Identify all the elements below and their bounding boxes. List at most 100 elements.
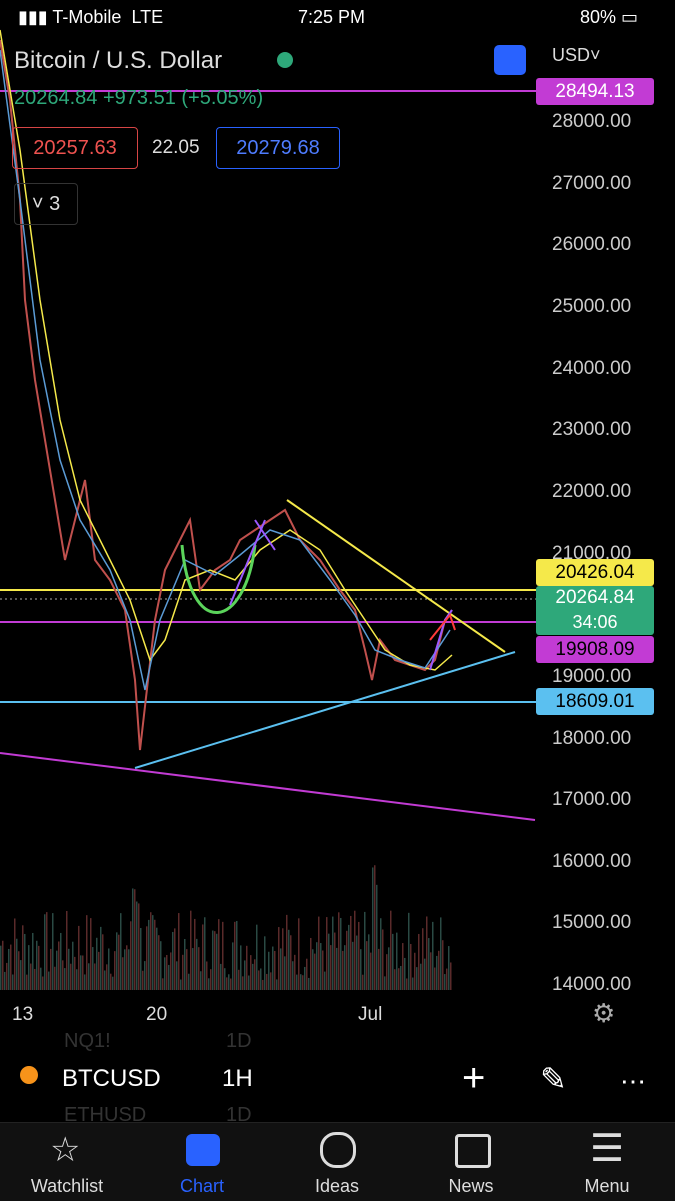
spread: 22.05 <box>152 137 200 158</box>
volume-bar <box>306 958 308 990</box>
volume-bar <box>8 948 10 990</box>
volume-bar <box>176 961 178 990</box>
volume-bar <box>32 932 34 990</box>
volume-bar <box>18 951 20 990</box>
volume-bar <box>178 913 180 990</box>
volume-bar <box>364 911 366 990</box>
nav-icon <box>186 1134 220 1166</box>
volume-bar <box>290 935 292 990</box>
volume-bar <box>106 964 108 990</box>
price-axis-label: 25000.00 <box>552 295 632 317</box>
volume-bar <box>250 955 252 990</box>
volume-bar <box>328 933 330 990</box>
volume-bar <box>376 884 378 990</box>
volume-bar <box>128 949 130 990</box>
volume <box>0 865 452 990</box>
volume-bar <box>158 935 160 990</box>
price-axis-label: 19000.00 <box>552 665 632 687</box>
volume-bar <box>418 933 420 990</box>
currency[interactable]: USD˅ <box>552 45 601 65</box>
volume-bar <box>136 901 138 990</box>
volume-bar <box>360 949 362 990</box>
time: 7:25 PM <box>298 7 366 27</box>
volume-bar <box>148 919 150 990</box>
volume-bar <box>86 915 88 990</box>
nav-tab[interactable]: Chart <box>179 1176 224 1196</box>
volume-bar <box>228 974 230 990</box>
ticker[interactable]: BTCUSD <box>62 1065 161 1092</box>
volume-bar <box>274 950 276 990</box>
volume-bar <box>320 943 322 990</box>
volume-bar <box>198 947 200 990</box>
volume-bar <box>390 910 392 990</box>
carrier: T-Mobile <box>52 7 122 27</box>
volume-bar <box>356 935 358 990</box>
list-item: ETHUSD <box>64 1104 147 1126</box>
list-item: 1D <box>226 1030 252 1052</box>
volume-bar <box>104 970 106 990</box>
volume-bar <box>324 971 326 990</box>
interval[interactable]: 1H <box>222 1065 253 1092</box>
volume-bar <box>372 867 374 990</box>
volume-bar <box>220 963 222 990</box>
volume-bar <box>124 949 126 990</box>
volume-bar <box>378 948 380 990</box>
price <box>0 39 453 751</box>
volume-bar <box>96 937 98 990</box>
fullscreen-button[interactable] <box>494 45 526 75</box>
volume-bar <box>330 945 332 990</box>
volume-bar <box>382 929 384 990</box>
volume-bar <box>338 912 340 990</box>
battery-text: 80% <box>580 7 617 27</box>
buy-button[interactable]: 20279.68 <box>216 127 340 169</box>
volume-bar <box>90 918 92 990</box>
volume-bar <box>342 950 344 990</box>
time-label: 13 <box>12 1004 34 1025</box>
volume-bar <box>64 968 66 990</box>
volume-bar <box>252 963 254 990</box>
volume-bar <box>440 917 442 990</box>
volume-bar <box>258 970 260 990</box>
settings-icon[interactable]: ⚙ <box>592 998 616 1028</box>
nav-tab[interactable]: Watchlist <box>30 1176 104 1196</box>
volume-bar <box>100 926 102 990</box>
symbol-bar <box>0 1052 675 1106</box>
add-button[interactable]: + <box>462 1056 486 1100</box>
volume-bar <box>146 926 148 990</box>
volume-bar <box>430 952 432 990</box>
volume-bar <box>336 947 338 990</box>
volume-bar <box>450 962 452 990</box>
volume-bar <box>38 945 40 990</box>
volume-bar <box>92 947 94 990</box>
price-badge: 20426.04 <box>536 559 654 586</box>
volume-bar <box>34 968 36 990</box>
nav-tab[interactable]: News <box>448 1176 494 1196</box>
volume-bar <box>22 925 24 990</box>
volume-bar <box>344 945 346 990</box>
more-button[interactable]: ⋯ <box>620 1066 646 1096</box>
volume-bar <box>408 912 410 990</box>
volume-bar <box>326 917 328 990</box>
volume-bar <box>182 954 184 990</box>
status-left: ▮▮▮ T-Mobile LTE <box>18 7 164 27</box>
volume-bar <box>246 945 248 990</box>
volume-bar <box>368 934 370 990</box>
volume-bar <box>362 974 364 990</box>
draw-button[interactable]: ✎ <box>540 1061 567 1097</box>
volume-bar <box>314 953 316 990</box>
volume-bar <box>298 918 300 990</box>
volume-bar <box>340 917 342 990</box>
nav-tab[interactable]: Ideas <box>314 1176 360 1196</box>
sell-button[interactable]: 20257.63 <box>12 127 138 169</box>
nav-tab[interactable]: Menu <box>584 1176 630 1196</box>
volume-bar <box>312 949 314 990</box>
volume-bar <box>204 917 206 990</box>
volume-bar <box>426 916 428 990</box>
price-badge: 18609.01 <box>536 688 654 715</box>
currency-text: USD <box>552 45 591 65</box>
volume-bar <box>230 978 232 990</box>
volume-bar <box>308 977 310 990</box>
indicators-toggle[interactable]: ˅ 3 <box>14 183 78 225</box>
price-axis-label: 21000.00 <box>552 542 632 564</box>
